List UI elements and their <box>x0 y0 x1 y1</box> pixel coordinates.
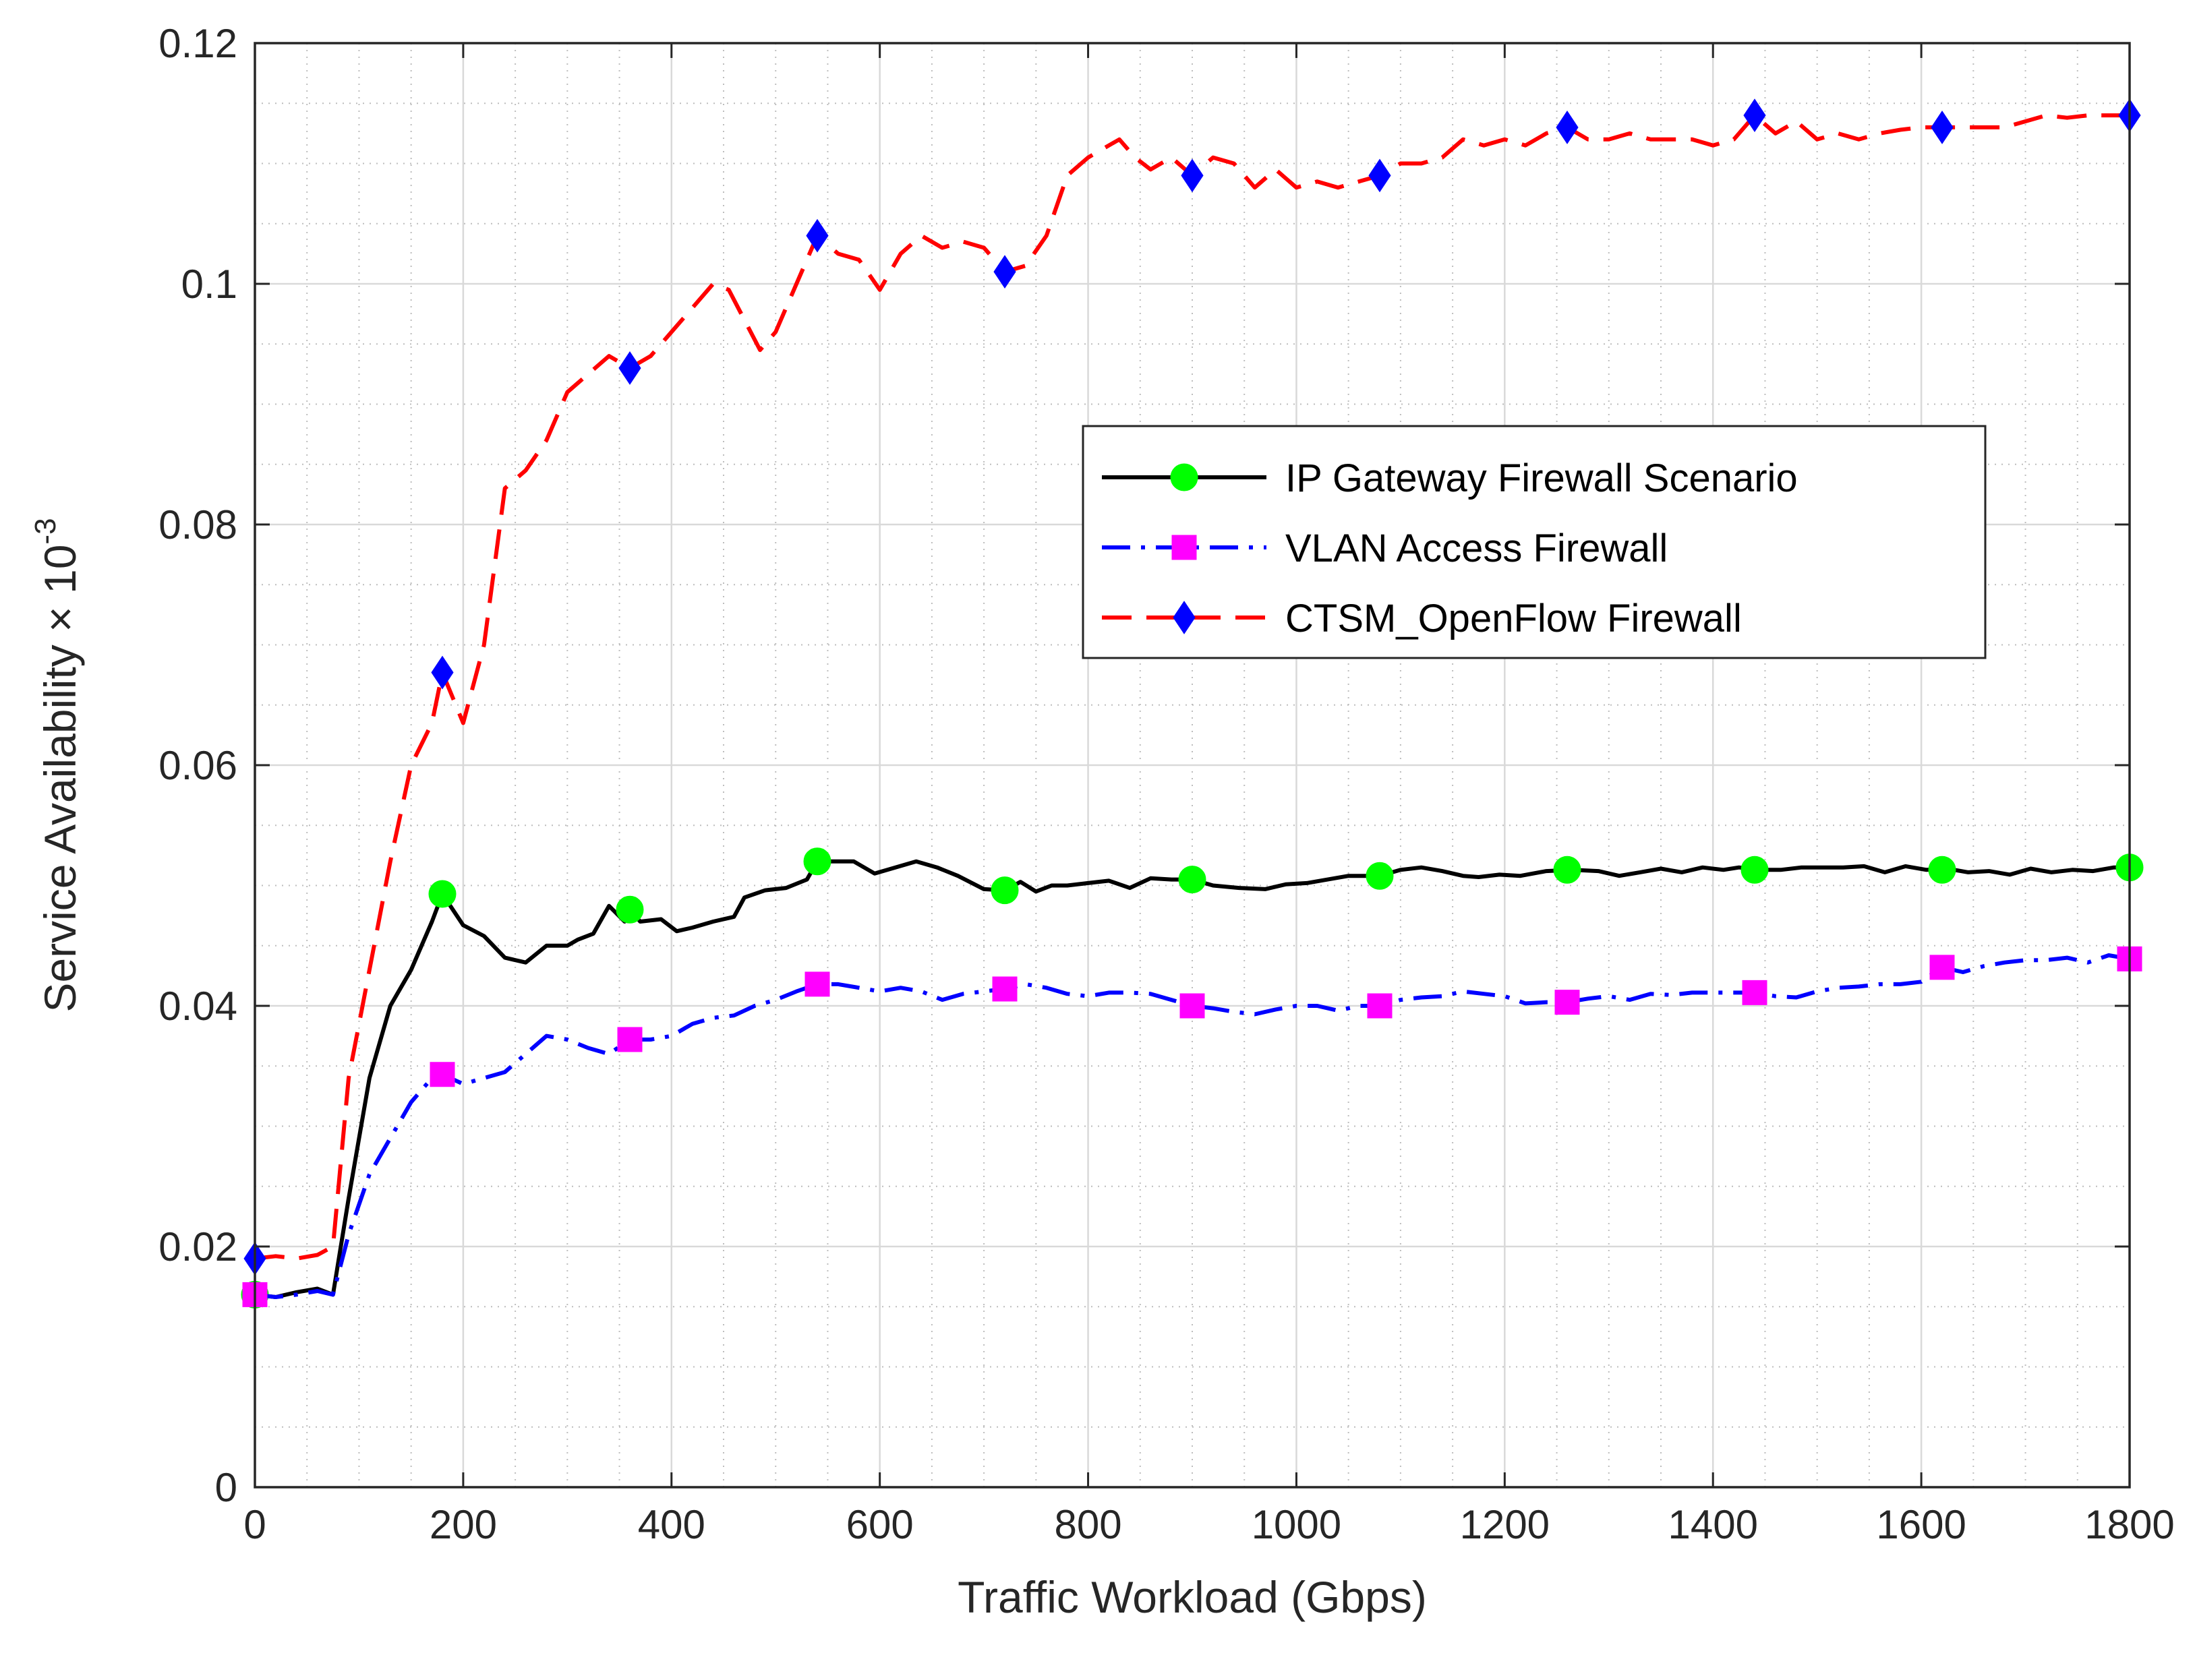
y-tick-label: 0.1 <box>181 262 237 307</box>
data-point-ip-gateway-firewall-scenario <box>1928 856 1956 884</box>
x-tick-label: 400 <box>638 1502 705 1547</box>
x-tick-label: 600 <box>846 1502 914 1547</box>
series-line-ip-gateway-firewall-scenario <box>254 859 2130 1299</box>
y-tick-label: 0.08 <box>158 502 237 547</box>
data-point-ctsm-openflow-firewall <box>618 351 641 385</box>
data-point-ctsm-openflow-firewall <box>993 255 1016 289</box>
y-tick-label: 0.12 <box>158 21 237 66</box>
data-point-ip-gateway-firewall-scenario <box>1553 856 1581 884</box>
legend-marker-ctsm-openflow-firewall <box>1173 601 1196 634</box>
x-tick-label: 1600 <box>1876 1502 1966 1547</box>
data-point-vlan-access-firewall <box>1179 993 1205 1019</box>
data-point-ip-gateway-firewall-scenario <box>616 895 644 924</box>
data-point-vlan-access-firewall <box>804 971 830 997</box>
data-point-ctsm-openflow-firewall <box>1556 111 1579 144</box>
data-point-vlan-access-firewall <box>617 1027 643 1052</box>
data-point-vlan-access-firewall <box>992 976 1018 1002</box>
x-tick-label: 800 <box>1055 1502 1122 1547</box>
data-point-ip-gateway-firewall-scenario <box>428 880 457 908</box>
x-tick-label: 200 <box>430 1502 497 1547</box>
y-axis-label-text: Service Availability × 10 <box>35 545 85 1013</box>
x-tick-label: 0 <box>243 1502 266 1547</box>
data-point-vlan-access-firewall <box>430 1062 455 1087</box>
data-point-vlan-access-firewall <box>1742 980 1767 1005</box>
data-point-ctsm-openflow-firewall <box>806 218 829 253</box>
data-point-ip-gateway-firewall-scenario <box>991 876 1019 905</box>
data-point-ctsm-openflow-firewall <box>1931 111 1954 144</box>
series-line-ctsm-openflow-firewall <box>254 113 2130 1261</box>
x-tick-label: 1800 <box>2084 1502 2174 1547</box>
legend-marker-ip-gateway-firewall-scenario <box>1170 463 1198 491</box>
y-tick-label: 0.06 <box>158 743 237 788</box>
data-point-vlan-access-firewall <box>1554 990 1580 1015</box>
legend-box <box>1082 425 1987 659</box>
data-point-ip-gateway-firewall-scenario <box>1740 856 1769 884</box>
series-ctsm-openflow-firewall <box>243 98 2141 1276</box>
data-point-vlan-access-firewall <box>1367 993 1393 1019</box>
plot-series <box>241 98 2144 1309</box>
axis-ticks: 0 200 400 600 800 1000 1200 1400 1600 1800 0 0.02 0.… <box>158 21 2175 1547</box>
data-point-ctsm-openflow-firewall <box>431 655 454 690</box>
data-point-ctsm-openflow-firewall <box>1368 158 1391 193</box>
x-tick-label: 1200 <box>1460 1502 1550 1547</box>
legend-label-ip-gateway-firewall-scenario: IP Gateway Firewall Scenario <box>1285 456 1798 500</box>
y-axis-label: Service Availability × 10-3 <box>29 518 85 1012</box>
legend-label-vlan-access-firewall: VLAN Access Firewall <box>1285 527 1668 570</box>
legend-marker-vlan-access-firewall <box>1171 535 1197 560</box>
y-tick-label: 0.04 <box>158 984 237 1029</box>
x-tick-label: 1400 <box>1668 1502 1757 1547</box>
y-tick-label: 0 <box>215 1465 237 1510</box>
legend-label-ctsm-openflow-firewall: CTSM_OpenFlow Firewall <box>1285 597 1742 640</box>
series-line-vlan-access-firewall <box>254 953 2130 1299</box>
data-point-ip-gateway-firewall-scenario <box>803 847 831 876</box>
data-point-vlan-access-firewall <box>1929 955 1955 980</box>
y-tick-label: 0.02 <box>158 1224 237 1269</box>
legend: IP Gateway Firewall Scenario VLAN Access … <box>1082 425 1987 659</box>
data-point-ctsm-openflow-firewall <box>1743 98 1766 133</box>
data-point-ctsm-openflow-firewall <box>1181 158 1204 193</box>
data-point-ip-gateway-firewall-scenario <box>1366 862 1394 890</box>
data-point-ip-gateway-firewall-scenario <box>1178 866 1206 894</box>
x-axis-label: Traffic Workload (Gbps) <box>958 1572 1427 1622</box>
y-axis-label-exponent: -3 <box>29 518 62 544</box>
x-tick-label: 1000 <box>1252 1502 1341 1547</box>
